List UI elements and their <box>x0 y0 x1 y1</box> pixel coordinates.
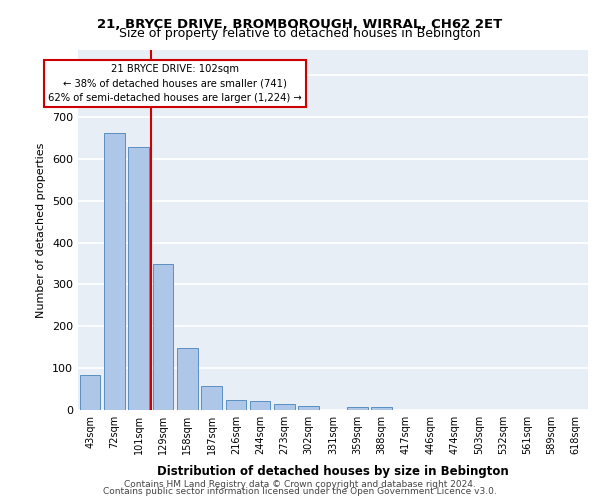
Text: Contains HM Land Registry data © Crown copyright and database right 2024.: Contains HM Land Registry data © Crown c… <box>124 480 476 489</box>
Text: Size of property relative to detached houses in Bebington: Size of property relative to detached ho… <box>119 28 481 40</box>
Bar <box>371 406 392 410</box>
Text: 21 BRYCE DRIVE: 102sqm
← 38% of detached houses are smaller (741)
62% of semi-de: 21 BRYCE DRIVE: 102sqm ← 38% of detached… <box>48 64 302 104</box>
X-axis label: Distribution of detached houses by size in Bebington: Distribution of detached houses by size … <box>157 466 509 478</box>
Bar <box>250 401 271 410</box>
Bar <box>177 348 197 410</box>
Bar <box>80 376 100 410</box>
Y-axis label: Number of detached properties: Number of detached properties <box>37 142 46 318</box>
Bar <box>226 400 246 410</box>
Bar <box>298 406 319 410</box>
Bar <box>128 147 149 410</box>
Bar <box>104 134 125 410</box>
Text: Contains public sector information licensed under the Open Government Licence v3: Contains public sector information licen… <box>103 487 497 496</box>
Bar <box>201 386 222 410</box>
Bar <box>347 406 368 410</box>
Text: 21, BRYCE DRIVE, BROMBOROUGH, WIRRAL, CH62 2ET: 21, BRYCE DRIVE, BROMBOROUGH, WIRRAL, CH… <box>97 18 503 30</box>
Bar <box>152 264 173 410</box>
Bar <box>274 404 295 410</box>
